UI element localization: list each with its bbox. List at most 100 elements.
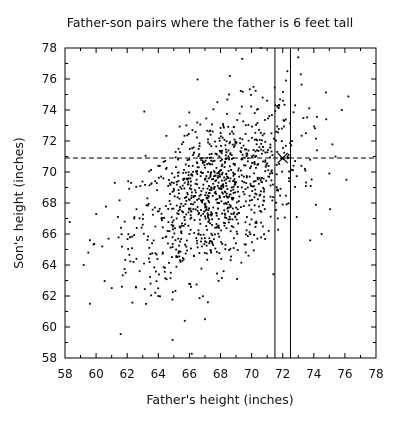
data-point (198, 153, 201, 156)
x-tick-label: 76 (337, 367, 352, 381)
data-point (325, 91, 327, 94)
data-point (223, 195, 226, 198)
data-point (178, 192, 180, 195)
data-point (216, 172, 219, 175)
data-point (258, 177, 261, 180)
data-point (287, 153, 290, 156)
data-point (211, 212, 214, 215)
data-point (206, 258, 209, 261)
data-point (255, 220, 258, 223)
data-point (256, 164, 259, 166)
data-point (221, 158, 223, 161)
data-point (113, 181, 116, 184)
data-point (212, 160, 214, 163)
data-point (329, 208, 332, 211)
data-point (155, 182, 158, 185)
data-point (237, 167, 240, 170)
data-point (221, 149, 223, 152)
data-point (230, 196, 233, 199)
data-point (171, 236, 174, 239)
data-point (204, 177, 207, 180)
data-point (154, 252, 157, 255)
data-point (228, 193, 231, 196)
data-point (250, 218, 253, 221)
data-point (229, 218, 232, 221)
data-point (208, 185, 210, 187)
data-point (229, 141, 231, 143)
overlays (65, 48, 376, 358)
data-point (194, 208, 197, 211)
data-point (183, 169, 185, 171)
data-point (254, 221, 257, 224)
data-point (165, 278, 168, 281)
data-point (171, 221, 174, 224)
data-point (234, 140, 237, 143)
data-point (198, 212, 201, 214)
data-point (252, 180, 255, 183)
data-point (186, 249, 188, 252)
data-point (198, 194, 201, 197)
data-point (244, 243, 247, 246)
data-point (262, 160, 264, 163)
data-point (229, 206, 232, 208)
data-point (150, 182, 153, 185)
data-point (244, 164, 247, 167)
data-point (176, 212, 179, 215)
data-point (161, 237, 164, 239)
data-point (190, 216, 193, 219)
data-point (283, 103, 286, 106)
data-point (214, 180, 217, 182)
data-point (227, 206, 230, 209)
data-point (188, 282, 191, 285)
data-point (200, 159, 203, 161)
data-point (265, 179, 268, 182)
data-point (206, 215, 209, 218)
data-point (284, 144, 287, 147)
data-point (190, 210, 193, 212)
data-point (264, 160, 267, 163)
data-point (197, 166, 200, 169)
y-tick-label: 66 (42, 227, 57, 241)
data-point (288, 170, 290, 173)
data-point (263, 188, 266, 191)
data-point (207, 216, 210, 219)
data-point (171, 256, 173, 258)
data-point (209, 174, 212, 177)
data-point (209, 133, 212, 136)
data-point (192, 203, 194, 206)
data-point (239, 137, 241, 140)
data-point (244, 221, 247, 224)
data-point (232, 174, 235, 177)
data-point (224, 243, 227, 246)
data-point (178, 255, 181, 258)
data-point (247, 254, 250, 257)
data-point (187, 183, 190, 186)
data-point (229, 230, 232, 233)
data-point (228, 203, 231, 206)
data-point (278, 104, 281, 107)
data-point (207, 209, 210, 212)
data-point (231, 207, 234, 210)
data-point (147, 257, 150, 260)
data-point (171, 338, 174, 341)
data-point (230, 212, 233, 215)
plot-border (64, 47, 377, 359)
data-point (285, 79, 287, 82)
data-point (266, 162, 269, 165)
data-point (227, 221, 230, 224)
data-point (154, 206, 156, 209)
data-point (156, 210, 159, 213)
data-point (272, 137, 275, 140)
data-point (204, 215, 206, 218)
data-point (253, 172, 255, 175)
data-point (101, 245, 104, 248)
data-point (253, 234, 256, 236)
plot-frame (64, 47, 377, 359)
data-point (214, 233, 216, 236)
x-axis: 58 60 62 64 66 68 70 72 74 76 78 (57, 48, 384, 381)
data-point (210, 249, 212, 252)
data-point (216, 198, 219, 200)
data-point (261, 204, 264, 206)
data-point (240, 186, 243, 189)
data-point (145, 204, 148, 207)
